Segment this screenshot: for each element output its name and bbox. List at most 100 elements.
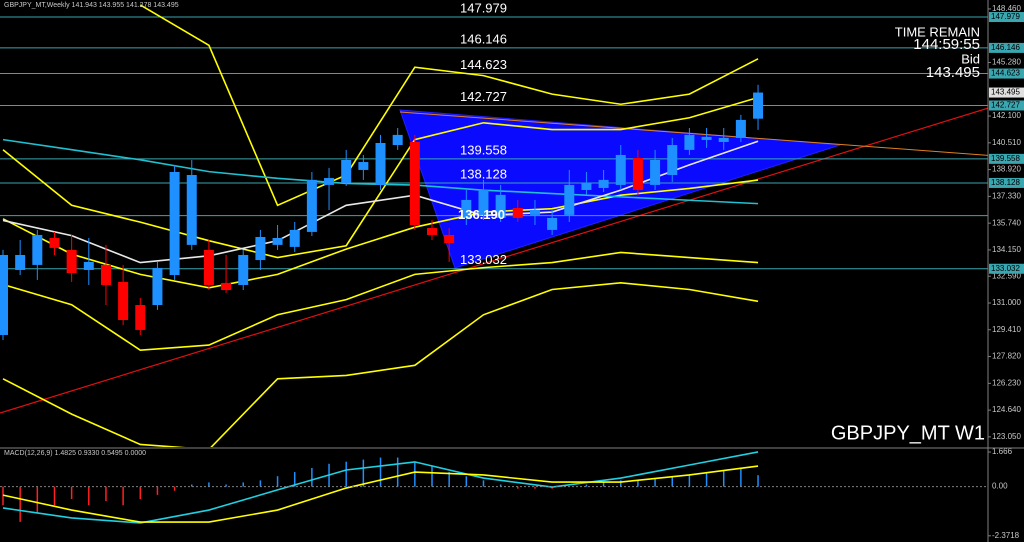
indicator-line [2, 96, 759, 259]
candle-body [632, 157, 643, 190]
level-tag-label: 138.128 [991, 178, 1020, 187]
y-tick-label: 135.740 [992, 218, 1021, 227]
level-tag-label: 139.558 [991, 154, 1020, 163]
level-label: 144.623 [460, 57, 507, 72]
indicator-line [2, 251, 759, 351]
candle-body [186, 174, 197, 245]
candle-body [203, 249, 214, 285]
level-label: 136.190 [458, 207, 505, 222]
level-tag [989, 42, 1024, 53]
trend-line [0, 107, 988, 414]
candle-body [667, 145, 678, 175]
candle-body [272, 237, 283, 245]
candle-body [547, 217, 558, 230]
y-tick-label: 123.050 [992, 432, 1021, 441]
y-tick-label: 1.666 [992, 447, 1013, 456]
candle-body [152, 267, 163, 306]
triangle-drawing [399, 109, 841, 269]
level-tag-label: 147.979 [991, 12, 1020, 21]
candle-body [650, 160, 661, 185]
level-label: 147.979 [460, 0, 507, 15]
candle-body [49, 237, 60, 248]
candle-body [581, 182, 592, 190]
indicator-line [2, 140, 759, 264]
level-label: 139.558 [460, 142, 507, 157]
candle-body [255, 236, 266, 261]
level-label: 138.128 [460, 166, 507, 181]
y-tick-label: 137.330 [992, 191, 1021, 200]
candle-body [238, 254, 249, 285]
level-tag [989, 12, 1024, 23]
candle-body [512, 208, 523, 218]
candle-body [735, 119, 746, 138]
macd-pane [0, 451, 988, 524]
candle-body [306, 179, 317, 232]
y-tick-label: 145.280 [992, 58, 1021, 67]
bid-label: Bid [961, 51, 980, 66]
candle-body [564, 184, 575, 215]
y-tick-label: -2.3718 [992, 531, 1020, 540]
candle-body [495, 194, 506, 218]
candle-body [118, 281, 129, 320]
candle-body [358, 162, 369, 170]
level-tag [989, 177, 1024, 188]
candle-body [701, 136, 712, 140]
y-tick-label: 129.410 [992, 325, 1021, 334]
level-tag [989, 263, 1024, 274]
trend-line [399, 111, 988, 156]
candle-body [83, 261, 94, 270]
candle-body [529, 210, 540, 215]
level-label: 133.032 [460, 252, 507, 267]
candle-body [753, 92, 764, 119]
candle-body [324, 178, 335, 185]
candle-body [684, 134, 695, 150]
y-tick-label: 126.230 [992, 378, 1021, 387]
candle-body [615, 154, 626, 185]
candle-body [392, 134, 403, 146]
candle-body [0, 254, 8, 335]
candle-body [461, 199, 472, 218]
candle-body [718, 137, 729, 142]
level-tag [989, 100, 1024, 111]
indicator-line [2, 451, 759, 524]
indicator-line [2, 281, 759, 447]
y-tick-label: 127.820 [992, 352, 1021, 361]
symbol-info: GBPJPY_MT,Weekly 141.943 143.955 141.278… [4, 2, 179, 9]
y-tick-label: 124.640 [992, 405, 1021, 414]
candle-body [427, 228, 437, 235]
candle-body [135, 305, 146, 330]
candle-body [221, 282, 232, 291]
y-tick-label: 0.00 [992, 482, 1008, 491]
y-tick-label: 134.150 [992, 245, 1021, 254]
candle-body [409, 141, 420, 226]
candle-body [341, 160, 352, 183]
indicator-line [2, 465, 759, 523]
bid: 143.495 [926, 64, 980, 81]
y-tick-label: 131.000 [992, 298, 1021, 307]
y-tick-label: 138.920 [992, 165, 1021, 174]
indicator-line [2, 179, 759, 289]
candle-body [375, 142, 386, 185]
level-tag [989, 68, 1024, 79]
macd-info: MACD(12,26,9) 1.4825 0.9330 0.5495 0.000… [4, 450, 146, 457]
bid-tag [989, 87, 1024, 98]
y-tick-label: 132.590 [992, 271, 1021, 280]
price-axis: 148.460 145.280 142.100 140.510 138.920 137.3… [988, 4, 1024, 540]
candle-body [66, 249, 77, 274]
level-tag-label: 144.623 [991, 69, 1020, 78]
time-remain-label: TIME REMAIN [895, 24, 980, 39]
candle-body [32, 234, 43, 265]
y-tick-label: 140.510 [992, 138, 1021, 147]
price-pane [0, 4, 988, 447]
level-label: 142.727 [460, 89, 507, 104]
time-remain: 144:59:55 [913, 36, 980, 53]
candle-body [444, 234, 455, 244]
y-tick-label: 148.460 [992, 4, 1021, 13]
candle-body [169, 171, 180, 276]
candle-body [598, 179, 609, 188]
watermark: GBPJPY_MT W1 [831, 422, 985, 444]
y-tick-label: 142.100 [992, 111, 1021, 120]
candle-body [478, 189, 489, 215]
indicator-line [139, 4, 759, 207]
